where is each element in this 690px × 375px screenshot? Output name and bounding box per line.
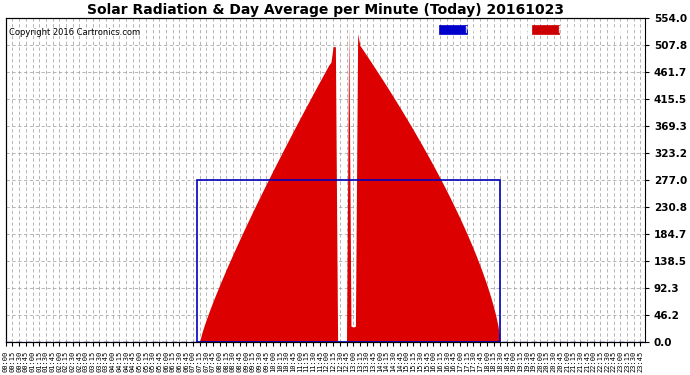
Text: Copyright 2016 Cartronics.com: Copyright 2016 Cartronics.com bbox=[9, 28, 140, 37]
Legend: Median (W/m2), Radiation (W/m2): Median (W/m2), Radiation (W/m2) bbox=[441, 22, 640, 39]
Bar bbox=[197, 180, 500, 342]
Title: Solar Radiation & Day Average per Minute (Today) 20161023: Solar Radiation & Day Average per Minute… bbox=[87, 3, 564, 17]
